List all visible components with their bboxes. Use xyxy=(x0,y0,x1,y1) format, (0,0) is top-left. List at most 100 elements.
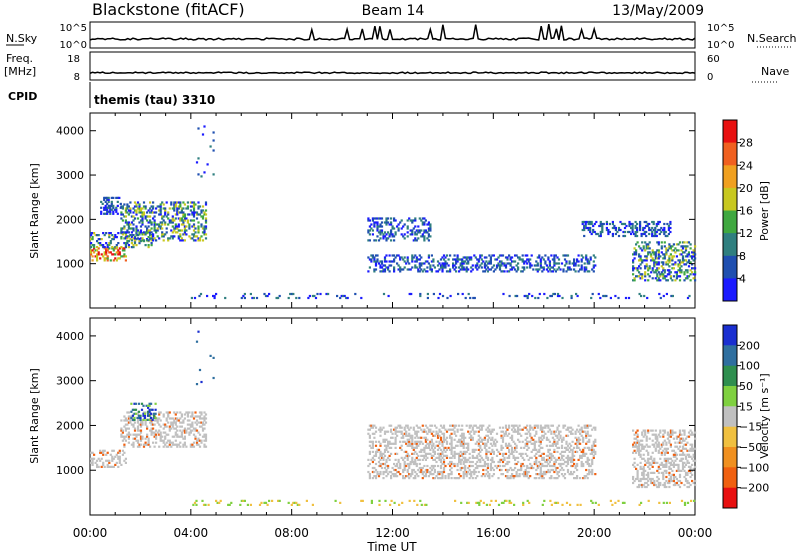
power-cell-1034 xyxy=(456,260,459,263)
power-cell-722 xyxy=(379,231,382,234)
velocity-cell-751 xyxy=(406,440,409,443)
power-cell-1111 xyxy=(488,260,491,263)
power-cell-1189 xyxy=(523,262,526,265)
time-x-axis: 00:00 04:00 08:00 12:00 16:00 20:00 00:00 xyxy=(73,526,713,540)
velocity-cell-849 xyxy=(420,450,423,453)
power-cell-41 xyxy=(111,247,114,250)
velocity-cell-765 xyxy=(408,438,411,441)
power-cell-1055 xyxy=(462,256,465,259)
velocity-cell-2407 xyxy=(689,433,692,436)
velocity-cell-619 xyxy=(383,430,387,433)
power-cell-522 xyxy=(186,213,189,216)
velocity-cell-682 xyxy=(394,426,397,429)
power-cell-1061 xyxy=(465,266,468,269)
velocity-cell-1827 xyxy=(570,458,573,461)
power-cell-401 xyxy=(162,207,165,210)
velocity-cell-1781 xyxy=(562,458,565,461)
nsky-label: N.Sky xyxy=(6,32,38,45)
velocity-cell-999 xyxy=(441,456,444,459)
power-cell-1445 xyxy=(640,234,643,238)
velocity-cell-1596 xyxy=(535,458,538,461)
velocity-cell-1071 xyxy=(450,432,453,435)
power-cell-362 xyxy=(155,231,158,234)
power-cell-555 xyxy=(192,207,196,210)
velocity-cell-2053 xyxy=(641,445,644,448)
velocity-cell-2318 xyxy=(678,485,682,489)
power-cell-1829 xyxy=(213,296,216,300)
power-cell-231 xyxy=(129,223,132,226)
power-cell-1624 xyxy=(656,263,659,266)
power-cell-1321 xyxy=(588,262,591,265)
velocity-cell-294 xyxy=(173,435,176,438)
velocity-cell-2045 xyxy=(641,485,644,489)
velocity-cell-1246 xyxy=(476,426,479,429)
velocity-cell-1439 xyxy=(509,466,512,470)
velocity-cell-922 xyxy=(430,444,433,447)
velocity-cell-2066 xyxy=(642,457,645,460)
power-cell-1815 xyxy=(692,249,695,252)
power-cell-312 xyxy=(146,231,149,234)
power-cell-1236 xyxy=(547,258,550,261)
velocity-cell-2006 xyxy=(635,441,638,444)
velocity-cell-424 xyxy=(201,427,205,430)
velocity-cell-2541 xyxy=(617,499,620,502)
velocity-cell-468 xyxy=(139,414,142,417)
power-cell-1219 xyxy=(539,264,542,267)
power-cell-707 xyxy=(374,221,378,224)
velocity-cell-1432 xyxy=(508,444,511,447)
power-cell-502 xyxy=(182,207,185,210)
velocity-cell-1877 xyxy=(577,430,580,433)
power-cell-1574 xyxy=(645,247,648,250)
velocity-cell-627 xyxy=(385,446,388,449)
velocity-cell-1919 xyxy=(585,452,588,455)
velocity-cell-1175 xyxy=(465,458,468,461)
velocity-cell-1908 xyxy=(583,477,586,480)
power-cell-271 xyxy=(138,221,141,224)
velocity-cell-172 xyxy=(144,441,147,444)
power-cell-513 xyxy=(183,213,186,216)
velocity-cell-136 xyxy=(136,439,140,442)
power-cell-1052 xyxy=(462,266,465,269)
power-cell-416 xyxy=(167,223,170,226)
power-cell-104 xyxy=(108,242,111,245)
power-colorbar-seg-5 xyxy=(723,233,737,257)
velocity-cell-383 xyxy=(192,441,196,444)
velocity-cell-1764 xyxy=(559,452,562,455)
power-cell-1662 xyxy=(662,253,665,256)
velocity-cell-991 xyxy=(439,436,443,439)
power-cell-1160 xyxy=(509,258,512,261)
velocity-cell-818 xyxy=(415,452,418,455)
power-cell-1497 xyxy=(664,234,667,238)
power-cell-264 xyxy=(136,237,140,240)
velocity-cell-1945 xyxy=(588,446,591,449)
velocity-cell-781 xyxy=(411,460,414,464)
power-cell-1687 xyxy=(668,271,671,274)
power-cell-1021 xyxy=(452,266,455,269)
velocity-cell-1403 xyxy=(503,432,506,435)
power-cell-150 xyxy=(133,242,137,245)
velocity-cell-1208 xyxy=(470,424,473,427)
power-cell-1068 xyxy=(467,256,470,259)
power-cell-1741 xyxy=(678,269,682,272)
velocity-cell-2314 xyxy=(677,463,680,466)
power-cell-338 xyxy=(150,227,153,230)
power-cell-1204 xyxy=(530,254,533,257)
power-cell-1170 xyxy=(514,254,517,257)
velocity-cell-1177 xyxy=(465,446,468,449)
power-cell-625 xyxy=(104,212,107,215)
power-cell-1400 xyxy=(616,230,619,234)
power-cell-1265 xyxy=(560,262,564,265)
power-cell-40 xyxy=(111,253,114,256)
velocity-cell-639 xyxy=(387,430,390,433)
velocity-cell-2495 xyxy=(454,499,457,502)
power-cell-904 xyxy=(391,254,394,257)
velocity-cell-660 xyxy=(391,436,394,439)
power-cell-1029 xyxy=(455,270,458,273)
velocity-cell-941 xyxy=(433,468,436,472)
power-cell-1588 xyxy=(648,265,651,268)
velocity-cell-135 xyxy=(136,441,140,444)
velocity-cell-21 xyxy=(100,451,103,454)
velocity-colorbar-seg-4 xyxy=(723,406,737,428)
power-cell-91 xyxy=(99,238,102,241)
velocity-cell-1912 xyxy=(583,446,586,449)
